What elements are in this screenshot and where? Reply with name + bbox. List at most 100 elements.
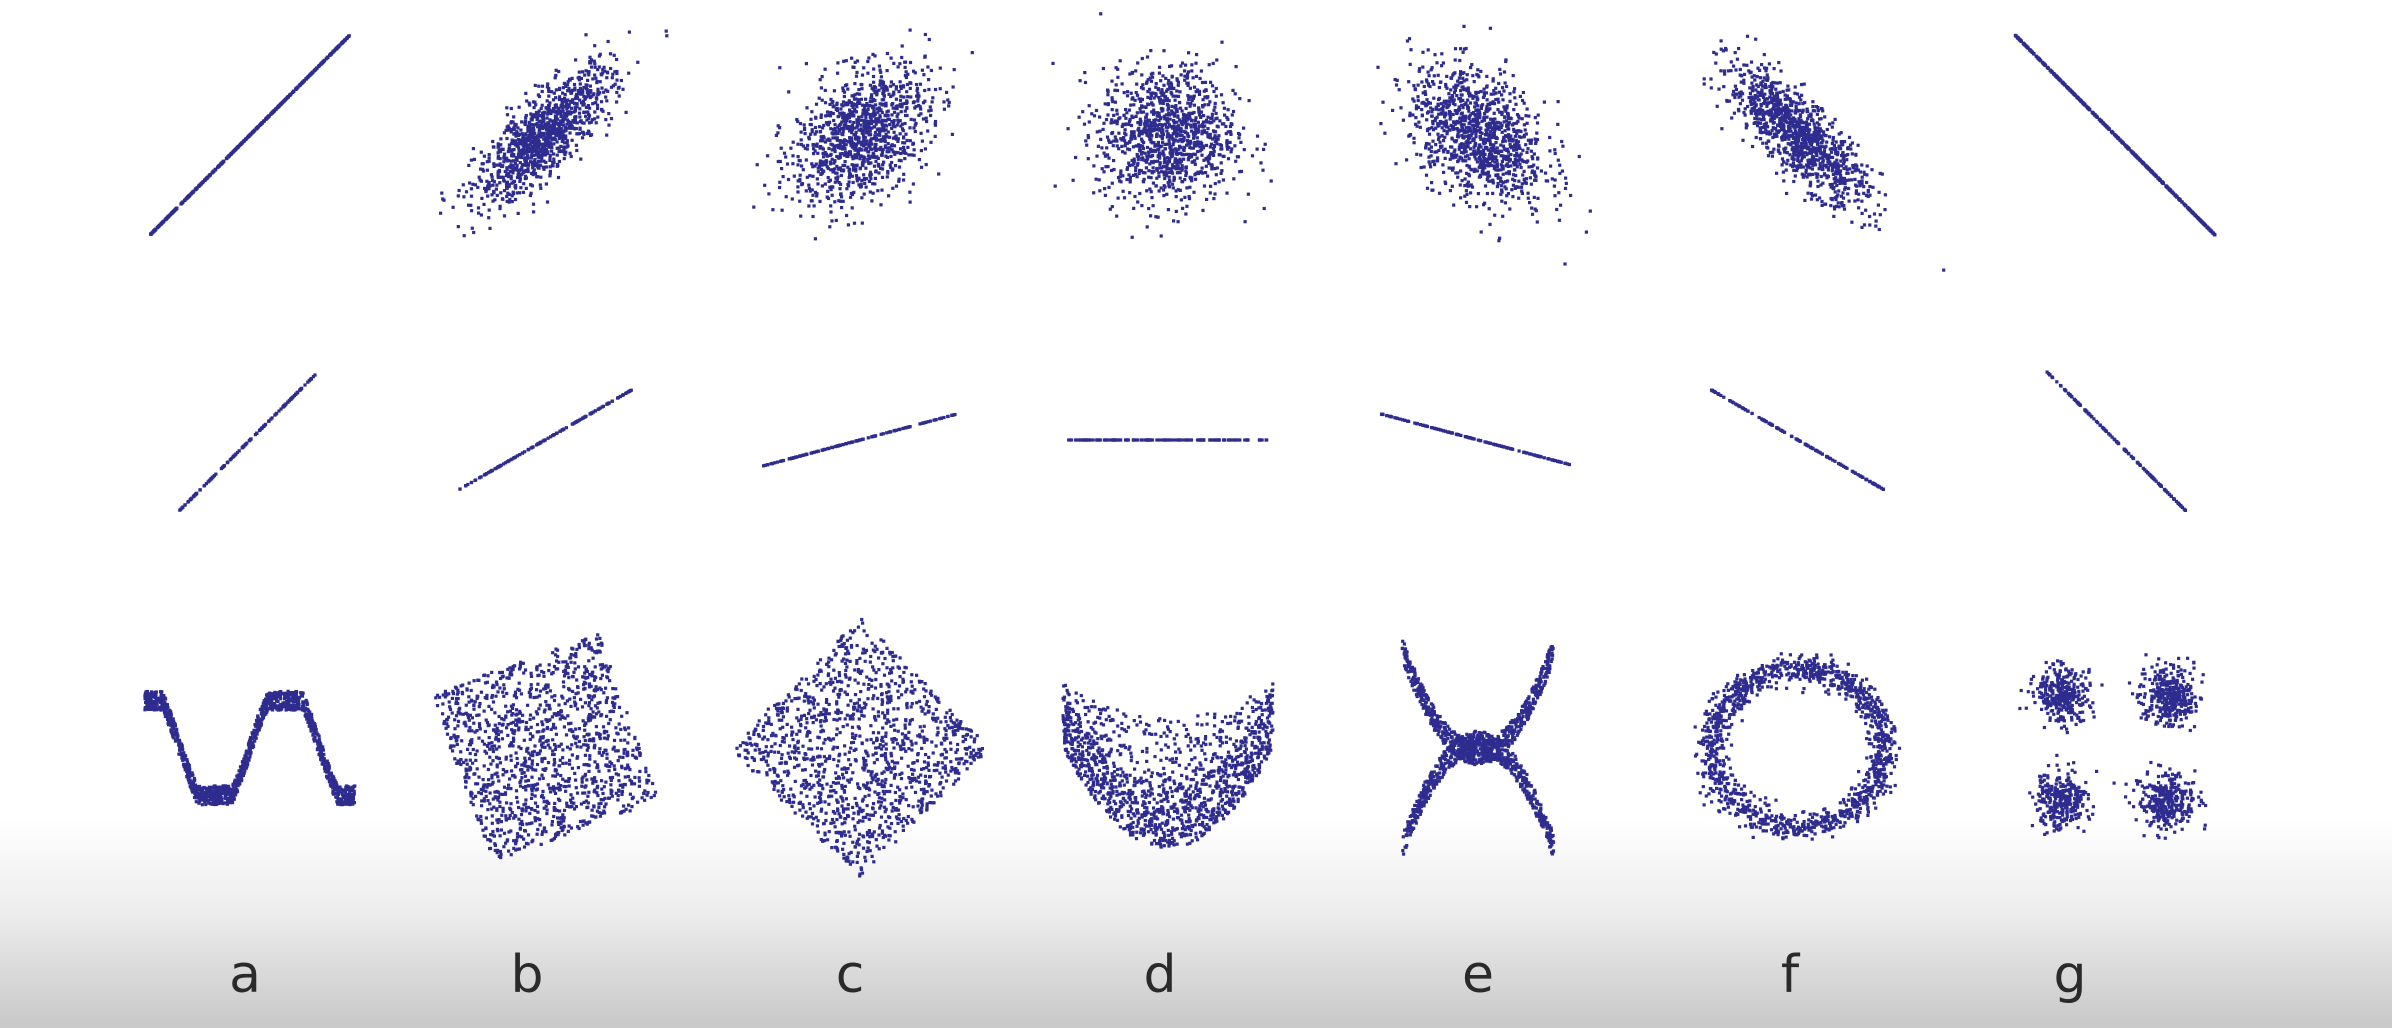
row1-d-point: [1164, 95, 1168, 99]
row1-b-point: [578, 127, 582, 131]
row1-b-point: [531, 134, 535, 138]
row1-c-point: [847, 112, 851, 116]
row1-e-point: [1503, 185, 1507, 189]
row1-b-point: [451, 205, 455, 209]
row1-d-point: [1074, 155, 1078, 160]
row1-b-point: [557, 159, 561, 164]
row1-c-point: [855, 70, 859, 74]
row1-a-point: [254, 126, 259, 131]
row1-b-point: [491, 145, 495, 149]
row1-c-point: [841, 168, 845, 172]
row1-c-point: [815, 194, 819, 198]
row1-b-point: [498, 162, 502, 166]
row1-c-point: [782, 151, 787, 155]
row1-b-point: [608, 52, 613, 56]
row1-d-point: [1144, 81, 1149, 85]
row1-d-point: [1140, 104, 1144, 108]
row1-d-point: [1231, 88, 1235, 92]
row1-b-point: [526, 170, 530, 174]
row1-e-point: [1509, 144, 1513, 149]
row1-c-point: [871, 191, 875, 195]
row1-b-point: [510, 127, 514, 132]
row1-b-point: [552, 136, 556, 141]
row1-e-point: [1425, 80, 1429, 84]
row1-b-point: [544, 128, 549, 132]
row1-b-point: [578, 115, 582, 119]
row1-e-point: [1463, 177, 1467, 181]
row1-c-point: [786, 177, 791, 182]
row1-d-point: [1128, 178, 1132, 182]
row1-e-point: [1539, 169, 1543, 173]
row1-c-point: [871, 182, 875, 186]
row1-c-point: [805, 106, 809, 110]
row1-d-point: [1212, 89, 1216, 94]
row1-b-point: [580, 130, 585, 134]
row1-d-point: [1206, 127, 1210, 131]
row1-c-point: [860, 73, 865, 77]
row1-b-point: [575, 148, 579, 153]
row1-d-point: [1125, 177, 1129, 182]
row1-b-point: [565, 112, 569, 116]
row1-e-point: [1426, 83, 1431, 87]
row1-c-point: [801, 168, 805, 172]
row1-b-point: [565, 139, 569, 143]
row1-e-point: [1476, 104, 1480, 108]
row1-b-point: [547, 140, 551, 144]
row1-e-point: [1514, 102, 1518, 106]
row1-c-point: [857, 139, 861, 143]
row1-c-point: [816, 151, 820, 155]
row1-c-point: [802, 123, 806, 127]
row1-e-point: [1397, 88, 1401, 92]
row1-e-point: [1446, 150, 1450, 154]
row1-e-point: [1499, 168, 1503, 172]
row1-e-point: [1559, 203, 1563, 207]
row1-b-point: [575, 102, 579, 106]
row1-e-point: [1435, 61, 1439, 65]
row1-d-point: [1109, 121, 1113, 125]
row1-e-point: [1472, 95, 1476, 99]
row1-d-point: [1123, 128, 1127, 132]
row1-c-point: [891, 83, 896, 87]
row1-b-point: [487, 187, 491, 191]
row1-c-point: [861, 112, 865, 116]
row1-d-point: [1145, 122, 1149, 126]
row1-e-point: [1488, 137, 1492, 141]
row1-b-point: [595, 79, 599, 84]
row1-e-point: [1422, 165, 1426, 169]
row1-e-point: [1516, 129, 1520, 133]
row1-d-point: [1206, 115, 1210, 119]
row1-b-point: [513, 184, 517, 189]
row1-e-point: [1456, 132, 1460, 136]
row1-c-point: [849, 195, 853, 199]
row1-c-point: [877, 64, 881, 68]
row1-b-point: [530, 160, 535, 164]
row1-c-point: [927, 87, 931, 92]
row1-e-point: [1519, 135, 1523, 139]
row1-d-point: [1120, 82, 1124, 86]
row1-b-point: [499, 175, 503, 179]
row1-b-point: [606, 89, 610, 93]
row1-b-point: [519, 142, 523, 146]
row1-d-point: [1209, 80, 1213, 84]
row1-d-point: [1166, 87, 1170, 91]
row1-c-point: [951, 85, 955, 89]
row1-c-point: [895, 114, 899, 118]
row1-c-point: [852, 221, 857, 225]
row1-c-point: [878, 115, 882, 119]
row1-d-point: [1218, 143, 1222, 147]
row1-b-point: [613, 82, 617, 86]
row1-b-point: [487, 156, 491, 160]
row1-b-point: [511, 191, 515, 195]
row1-b-point: [531, 173, 535, 177]
row1-d-point: [1209, 184, 1213, 188]
row1-b-point: [587, 70, 591, 74]
row1-e-point: [1401, 118, 1405, 122]
row1-d-point: [1269, 179, 1273, 183]
row1-c-point: [851, 105, 855, 110]
row1-b-point: [522, 182, 526, 186]
row1-d-point: [1207, 63, 1211, 67]
row1-c-point: [806, 143, 810, 147]
row1-b-point: [548, 158, 552, 162]
row1-d-point: [1180, 153, 1184, 157]
row1-b-point: [507, 158, 511, 163]
